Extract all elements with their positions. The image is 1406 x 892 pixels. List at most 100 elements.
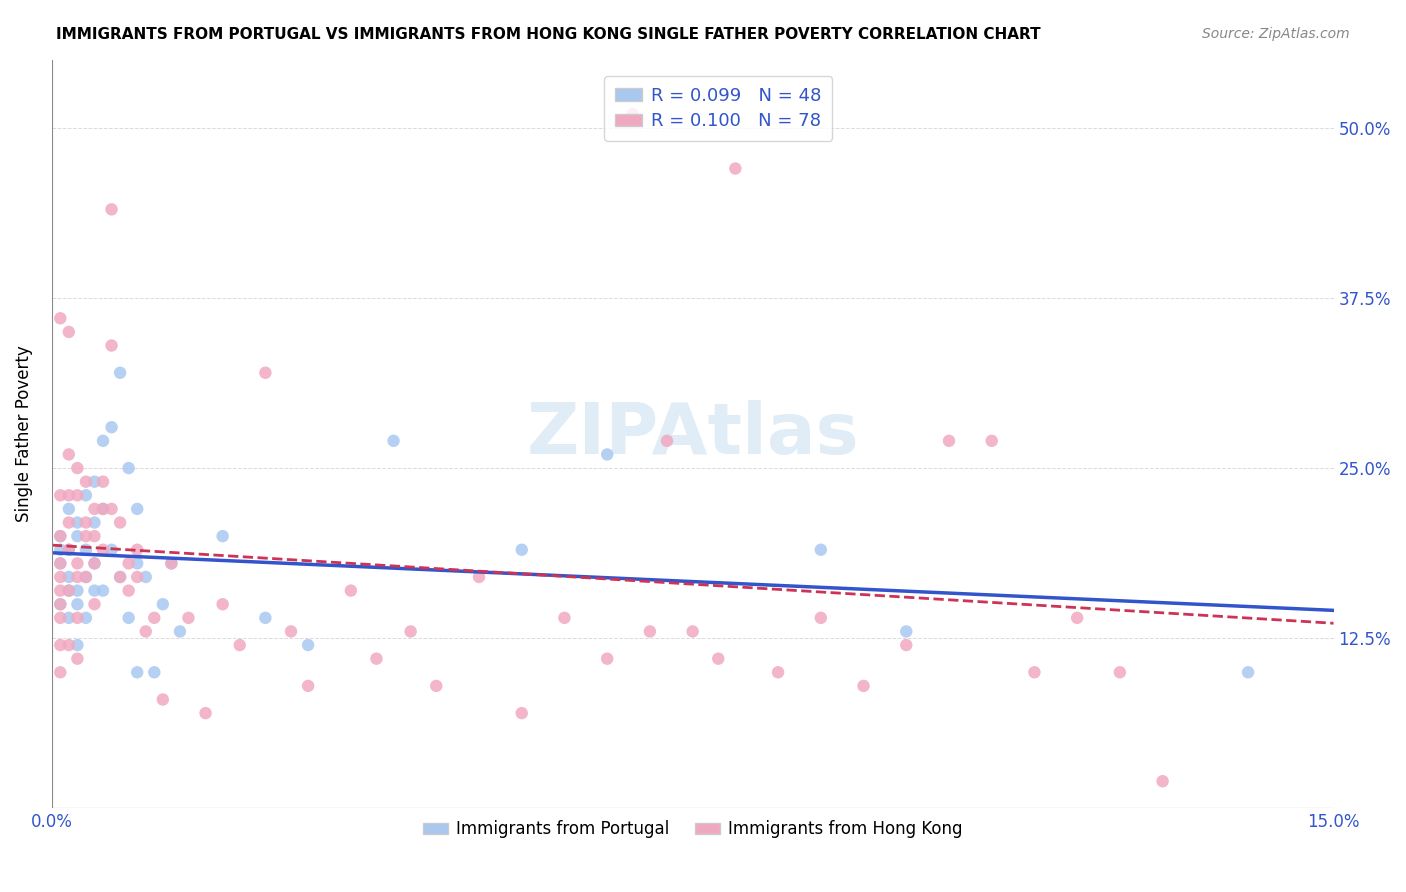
Point: [596, 447, 619, 461]
Text: IMMIGRANTS FROM PORTUGAL VS IMMIGRANTS FROM HONG KONG SINGLE FATHER POVERTY CORR: IMMIGRANTS FROM PORTUGAL VS IMMIGRANTS F…: [56, 27, 1040, 42]
Point: [75, 529, 97, 543]
Point: [211, 597, 233, 611]
Point: [127, 665, 149, 680]
Point: [896, 624, 918, 639]
Point: [425, 679, 447, 693]
Point: [810, 611, 832, 625]
Point: [382, 434, 405, 448]
Point: [108, 516, 131, 530]
Point: [75, 611, 97, 625]
Point: [66, 611, 89, 625]
Point: [66, 583, 89, 598]
Point: [49, 597, 72, 611]
Point: [66, 557, 89, 571]
Point: [127, 570, 149, 584]
Point: [49, 611, 72, 625]
Point: [91, 475, 114, 489]
Point: [49, 529, 72, 543]
Point: [75, 570, 97, 584]
Point: [58, 488, 80, 502]
Point: [596, 651, 619, 665]
Point: [58, 542, 80, 557]
Point: [127, 502, 149, 516]
Point: [510, 706, 533, 720]
Point: [91, 542, 114, 557]
Point: [118, 611, 141, 625]
Point: [621, 107, 644, 121]
Point: [1109, 665, 1132, 680]
Point: [49, 557, 72, 571]
Point: [66, 488, 89, 502]
Point: [152, 597, 174, 611]
Point: [75, 475, 97, 489]
Point: [510, 542, 533, 557]
Point: [83, 516, 105, 530]
Point: [638, 624, 661, 639]
Point: [724, 161, 747, 176]
Point: [58, 583, 80, 598]
Y-axis label: Single Father Poverty: Single Father Poverty: [15, 345, 32, 523]
Point: [100, 338, 122, 352]
Point: [49, 570, 72, 584]
Point: [707, 651, 730, 665]
Point: [66, 570, 89, 584]
Point: [297, 638, 319, 652]
Point: [58, 570, 80, 584]
Point: [58, 516, 80, 530]
Point: [91, 583, 114, 598]
Point: [100, 420, 122, 434]
Point: [118, 461, 141, 475]
Point: [108, 366, 131, 380]
Text: Source: ZipAtlas.com: Source: ZipAtlas.com: [1202, 27, 1350, 41]
Point: [682, 624, 704, 639]
Point: [100, 502, 122, 516]
Point: [66, 529, 89, 543]
Point: [366, 651, 388, 665]
Point: [980, 434, 1002, 448]
Point: [83, 557, 105, 571]
Point: [49, 583, 72, 598]
Point: [58, 542, 80, 557]
Point: [66, 597, 89, 611]
Point: [83, 583, 105, 598]
Text: ZIPAtlas: ZIPAtlas: [526, 400, 859, 468]
Point: [58, 611, 80, 625]
Point: [135, 570, 157, 584]
Point: [49, 542, 72, 557]
Point: [108, 570, 131, 584]
Point: [938, 434, 960, 448]
Point: [100, 542, 122, 557]
Point: [58, 502, 80, 516]
Point: [280, 624, 302, 639]
Point: [83, 475, 105, 489]
Point: [1024, 665, 1046, 680]
Point: [49, 311, 72, 326]
Point: [66, 638, 89, 652]
Point: [1152, 774, 1174, 789]
Point: [143, 665, 166, 680]
Point: [108, 570, 131, 584]
Point: [160, 557, 183, 571]
Point: [75, 542, 97, 557]
Point: [75, 516, 97, 530]
Point: [229, 638, 252, 652]
Point: [49, 488, 72, 502]
Point: [152, 692, 174, 706]
Point: [127, 557, 149, 571]
Point: [160, 557, 183, 571]
Point: [655, 434, 678, 448]
Point: [58, 638, 80, 652]
Point: [58, 447, 80, 461]
Point: [49, 665, 72, 680]
Point: [399, 624, 422, 639]
Point: [49, 638, 72, 652]
Point: [177, 611, 200, 625]
Point: [143, 611, 166, 625]
Point: [91, 434, 114, 448]
Point: [49, 597, 72, 611]
Point: [1066, 611, 1088, 625]
Point: [58, 583, 80, 598]
Point: [83, 502, 105, 516]
Point: [75, 488, 97, 502]
Point: [100, 202, 122, 217]
